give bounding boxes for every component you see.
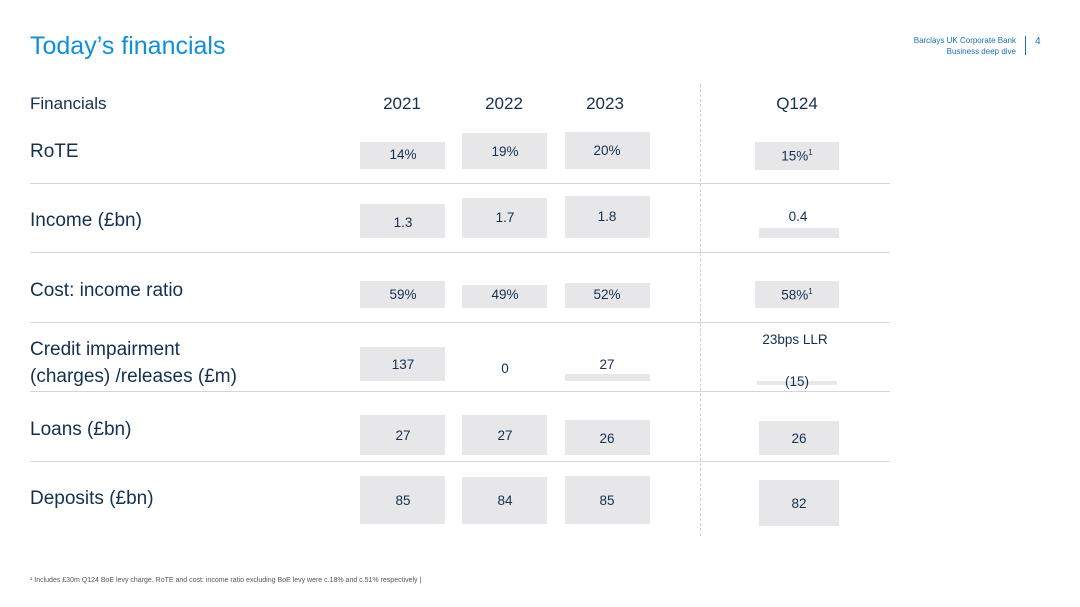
value-credit-q124-llr: 23bps LLR xyxy=(762,332,828,347)
row-divider xyxy=(30,322,890,323)
row-divider xyxy=(30,252,890,253)
value-box xyxy=(565,132,650,169)
value-deposits-q124: 82 xyxy=(791,496,807,511)
value-loans-2021: 27 xyxy=(395,428,411,443)
page-number: 4 xyxy=(1035,36,1041,47)
value-credit-2023: 27 xyxy=(599,357,615,372)
row-divider xyxy=(30,461,890,462)
row-label-credit-impairment: Credit impairment (charges) /releases (£… xyxy=(30,336,237,390)
value-box xyxy=(565,283,650,308)
value-cost-income-2023: 52% xyxy=(593,287,621,302)
value-box xyxy=(565,374,650,381)
column-header-2021: 2021 xyxy=(383,94,421,113)
value-rote-2022: 19% xyxy=(491,144,519,159)
brand-line-1: Barclays UK Corporate Bank xyxy=(913,36,1016,45)
value-deposits-2021: 85 xyxy=(395,493,411,508)
value-box xyxy=(755,142,839,170)
value-income-q124: 0.4 xyxy=(788,209,808,224)
value-box xyxy=(360,204,445,238)
row-label-deposits: Deposits (£bn) xyxy=(30,488,154,509)
column-header-q124: Q124 xyxy=(776,94,818,113)
column-header-2022: 2022 xyxy=(485,94,523,113)
value-loans-2023: 26 xyxy=(599,431,615,446)
financials-header: Financials xyxy=(30,94,107,113)
value-loans-q124: 26 xyxy=(791,431,807,446)
row-divider xyxy=(30,183,890,184)
value-box xyxy=(360,281,445,308)
row-label-rote: RoTE xyxy=(30,141,79,162)
row-label-cost-income: Cost: income ratio xyxy=(30,280,184,301)
value-rote-2023: 20% xyxy=(593,143,621,158)
value-box xyxy=(759,228,839,238)
footnote: ¹ Includes £30m Q124 BoE levy charge. Ro… xyxy=(30,577,422,584)
value-deposits-2022: 84 xyxy=(497,493,513,508)
value-income-2023: 1.8 xyxy=(597,209,617,224)
value-credit-q124: (15) xyxy=(784,374,809,389)
page-title: Today’s financials xyxy=(30,32,226,60)
value-credit-2022: 0 xyxy=(501,361,509,376)
brand-block: Barclays UK Corporate Bank Business deep… xyxy=(914,35,1016,57)
value-cost-income-q124: 58%1 xyxy=(781,287,813,303)
value-box xyxy=(360,415,445,455)
value-box xyxy=(755,281,839,308)
value-box xyxy=(462,477,547,524)
value-box xyxy=(565,196,650,238)
value-box xyxy=(360,142,445,169)
value-box xyxy=(360,476,445,524)
row-label-income: Income (£bn) xyxy=(30,210,142,231)
row-label-loans: Loans (£bn) xyxy=(30,419,132,440)
q124-separator xyxy=(700,84,701,536)
row-label-credit-line-2: (charges) /releases (£m) xyxy=(30,366,237,387)
brand-line-2: Business deep dive xyxy=(946,47,1016,56)
value-box xyxy=(565,420,650,455)
value-credit-2021: 137 xyxy=(391,357,415,372)
value-box xyxy=(565,476,650,524)
value-box xyxy=(757,381,837,385)
value-box xyxy=(462,415,547,455)
value-rote-q124: 15%1 xyxy=(781,148,813,164)
value-deposits-2023: 85 xyxy=(599,493,615,508)
value-box xyxy=(759,421,839,455)
value-income-2021: 1.3 xyxy=(393,215,413,230)
value-box xyxy=(360,347,445,381)
column-header-2023: 2023 xyxy=(586,94,624,113)
row-divider xyxy=(30,391,890,392)
row-label-credit-line-1: Credit impairment xyxy=(30,339,180,360)
value-rote-2021: 14% xyxy=(389,147,417,162)
brand-divider xyxy=(1025,36,1026,55)
value-loans-2022: 27 xyxy=(497,428,513,443)
value-box xyxy=(759,480,839,526)
value-box xyxy=(462,285,547,308)
value-box xyxy=(462,133,547,169)
value-cost-income-2022: 49% xyxy=(491,287,519,302)
value-cost-income-2021: 59% xyxy=(389,287,417,302)
value-income-2022: 1.7 xyxy=(495,210,515,225)
value-box xyxy=(462,198,547,238)
